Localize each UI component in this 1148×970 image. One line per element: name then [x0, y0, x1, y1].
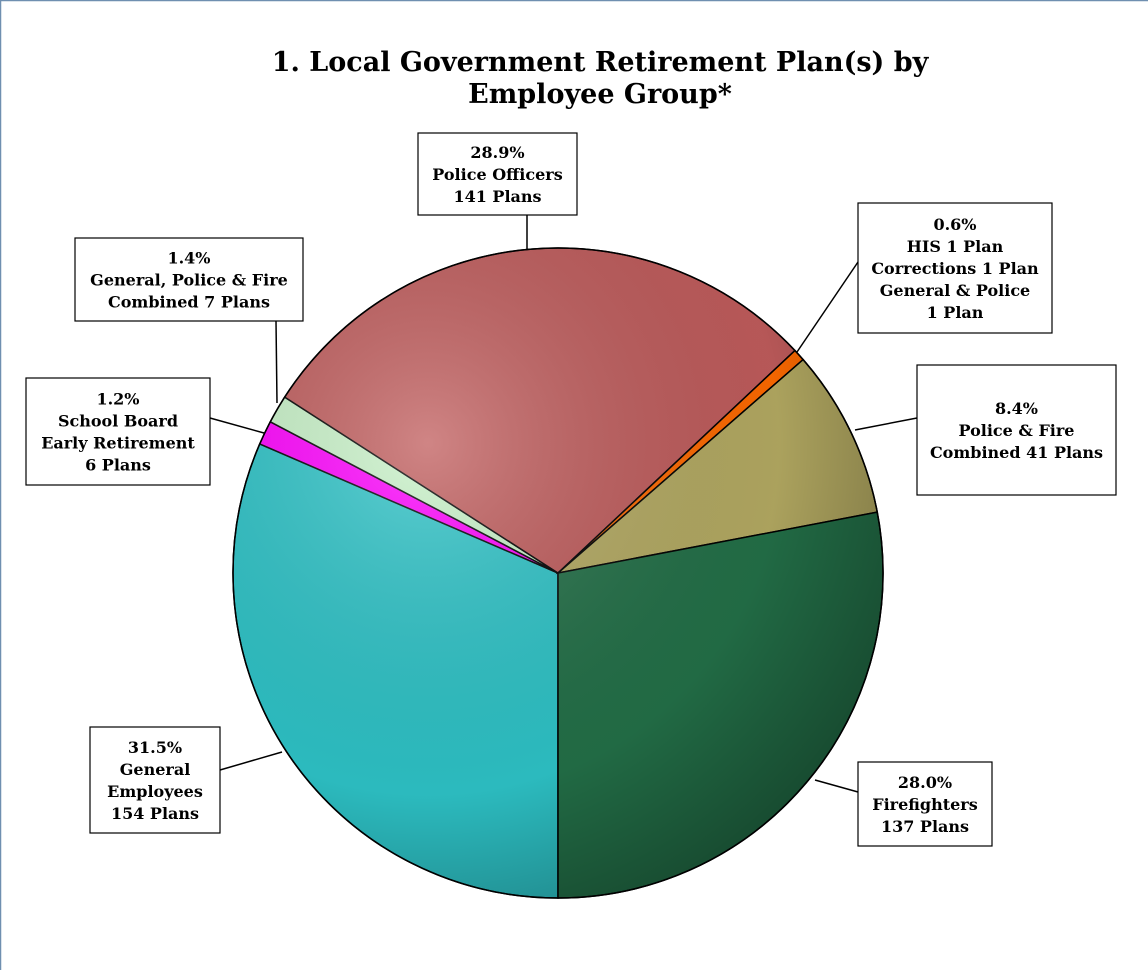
- leader-line: [854, 417, 918, 431]
- label-box: [857, 202, 1053, 334]
- category-label: HIS 1 Plan Corrections 1 Plan General & Po…: [871, 237, 1039, 322]
- leader-line: [796, 261, 859, 353]
- leader-line: [814, 779, 859, 793]
- label-box: [916, 364, 1117, 496]
- category-label: Firefighters 137 Plans: [872, 795, 978, 836]
- leader-line: [275, 320, 278, 404]
- chart-subtitle: Employee Group*: [468, 79, 732, 110]
- value-label: 1.2%: [96, 390, 139, 409]
- value-label: 28.0%: [898, 773, 952, 792]
- value-label: 0.6%: [933, 215, 976, 234]
- category-label: General Employees 154 Plans: [107, 760, 203, 823]
- pie-outline: [232, 247, 884, 899]
- leader-line: [209, 417, 265, 434]
- category-label: General, Police & Fire Combined 7 Plans: [90, 271, 288, 312]
- leader-line: [219, 751, 283, 771]
- category-label: Police & Fire Combined 41 Plans: [930, 421, 1103, 462]
- labels: 31.5% General Employees 154 Plans 1.2% School…: [25, 132, 1117, 847]
- category-label: School Board Early Retirement 6 Plans: [41, 412, 195, 475]
- label-box: [857, 761, 993, 847]
- chart-title: 1. Local Government Retirement Plan(s) b…: [272, 47, 930, 78]
- value-label: 31.5%: [128, 738, 182, 757]
- value-label: 8.4%: [995, 399, 1038, 418]
- pie-slice: [557, 511, 884, 899]
- label-box: [25, 377, 211, 486]
- label-box: [417, 132, 578, 216]
- value-label: 1.4%: [167, 249, 210, 268]
- label-box: [74, 237, 304, 322]
- value-label: 28.9%: [470, 143, 524, 162]
- category-label: Police Officers 141 Plans: [432, 165, 562, 206]
- pie: [232, 247, 884, 899]
- label-box: [89, 726, 221, 834]
